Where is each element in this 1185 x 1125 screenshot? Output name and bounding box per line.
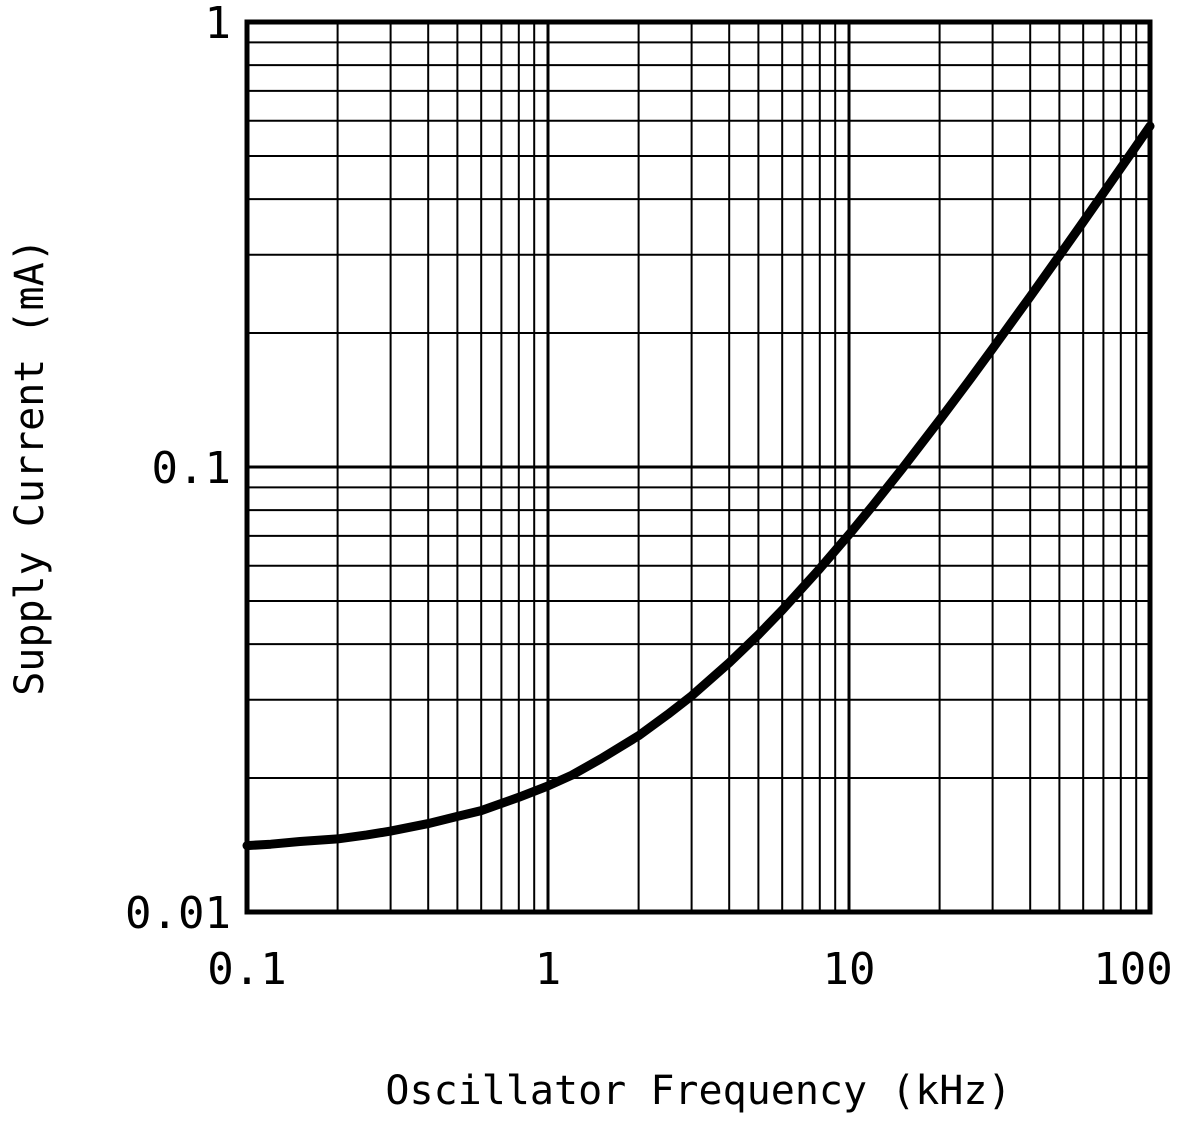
y-tick-label: 0.01 xyxy=(125,888,231,939)
x-tick-label: 1 xyxy=(535,944,562,995)
supply-current-curve xyxy=(242,121,1155,851)
y-tick-label: 1 xyxy=(205,0,232,49)
y-tick-label: 0.1 xyxy=(152,443,231,494)
x-tick-label: 0.1 xyxy=(207,944,286,995)
x-tick-label: 100 xyxy=(1093,944,1172,995)
y-axis-title: Supply Current (mA) xyxy=(7,238,53,696)
plot-border xyxy=(244,19,1153,915)
x-tick-label: 10 xyxy=(823,944,876,995)
x-axis-title: Oscillator Frequency (kHz) xyxy=(385,1068,1012,1114)
